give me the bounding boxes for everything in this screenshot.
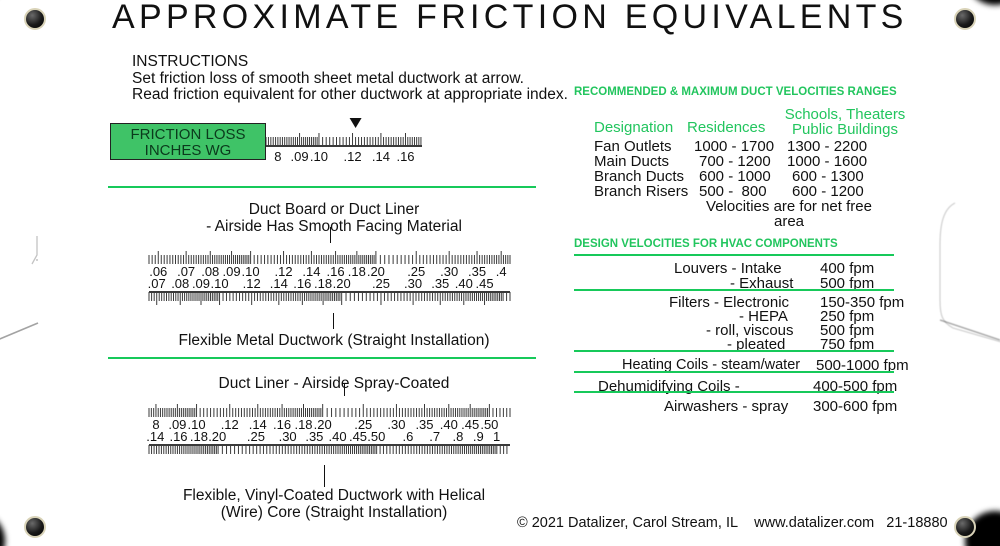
svg-text:.12: .12 (343, 149, 361, 163)
svg-text:.09: .09 (291, 149, 309, 163)
svg-text:.30: .30 (404, 276, 422, 291)
svg-text:.40: .40 (455, 276, 473, 291)
svg-text:.16: .16 (169, 429, 187, 444)
svg-text:.4: .4 (496, 264, 507, 279)
svg-text:1: 1 (493, 429, 500, 444)
svg-text:.25: .25 (372, 276, 390, 291)
svg-text:.18: .18 (314, 276, 332, 291)
svg-text:.45: .45 (475, 276, 493, 291)
svg-text:.07: .07 (148, 276, 166, 291)
svg-text:.20: .20 (208, 429, 226, 444)
svg-text:.30: .30 (279, 429, 297, 444)
svg-text:.08: .08 (171, 276, 189, 291)
svg-text:.6: .6 (403, 429, 414, 444)
svg-text:.09: .09 (192, 276, 210, 291)
svg-text:.40: .40 (329, 429, 347, 444)
svg-text:.10: .10 (211, 276, 229, 291)
svg-text:.35: .35 (305, 429, 323, 444)
svg-text:.20: .20 (333, 276, 351, 291)
svg-text:.35: .35 (431, 276, 449, 291)
svg-text:.16: .16 (396, 149, 414, 163)
svg-text:.12: .12 (243, 276, 261, 291)
svg-text:.9: .9 (473, 429, 484, 444)
svg-text:.16: .16 (293, 276, 311, 291)
svg-text:.8: .8 (452, 429, 463, 444)
svg-text:8: 8 (274, 149, 281, 163)
svg-text:.10: .10 (310, 149, 328, 163)
svg-text:.14: .14 (270, 276, 288, 291)
svg-text:.50: .50 (367, 429, 385, 444)
svg-text:.18: .18 (190, 429, 208, 444)
svg-text:.45: .45 (349, 429, 367, 444)
svg-text:.14: .14 (372, 149, 390, 163)
svg-text:.14: .14 (147, 429, 164, 444)
svg-text:.25: .25 (247, 429, 265, 444)
svg-text:.7: .7 (429, 429, 440, 444)
